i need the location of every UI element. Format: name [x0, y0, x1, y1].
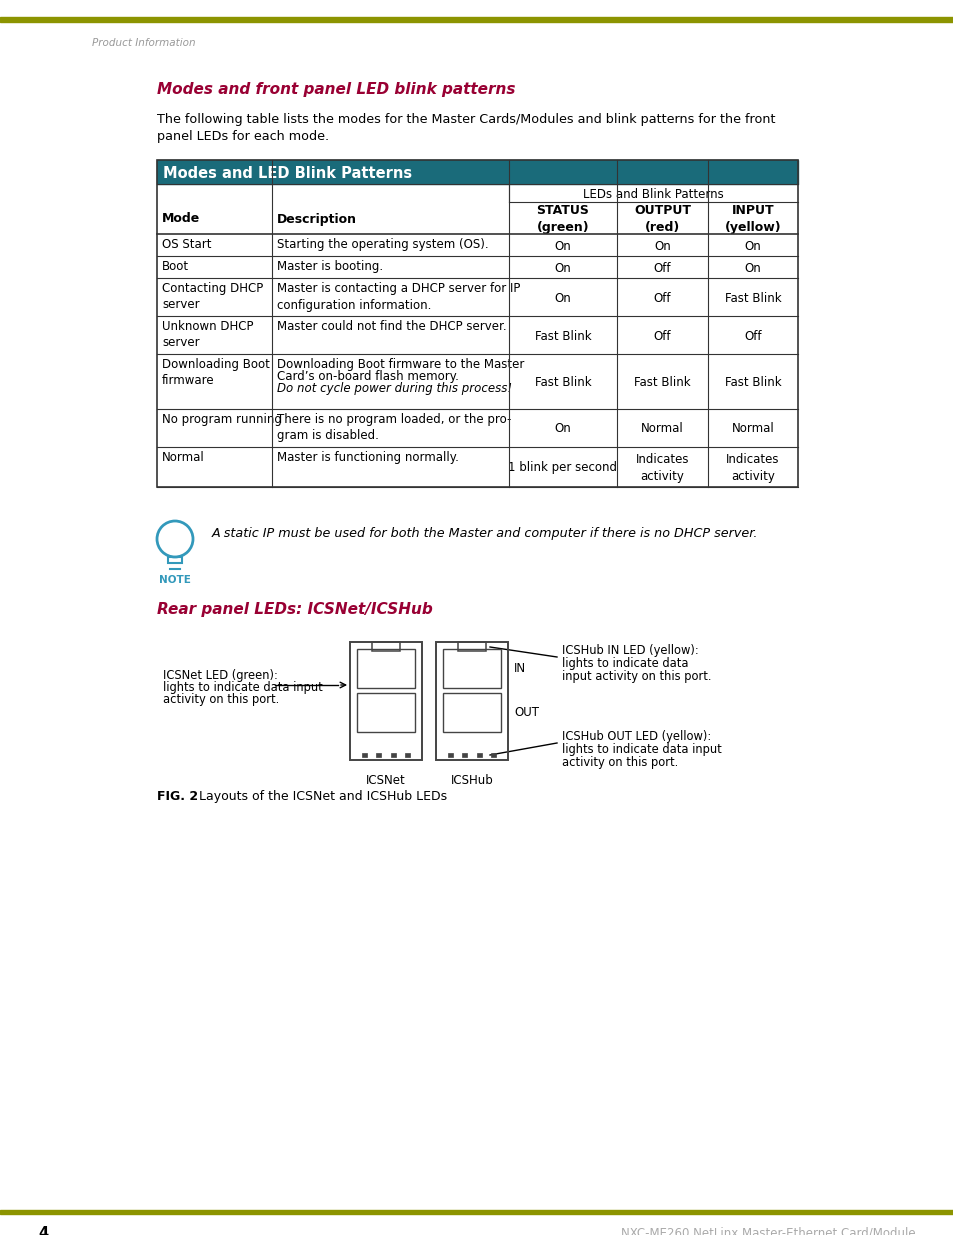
- Text: lights to indicate data input: lights to indicate data input: [561, 743, 721, 756]
- Text: On: On: [554, 262, 571, 274]
- Bar: [491, 753, 496, 757]
- Text: Fast Blink: Fast Blink: [534, 330, 591, 342]
- Bar: [157, 161, 797, 184]
- Bar: [391, 753, 395, 757]
- Text: Downloading Boot
firmware: Downloading Boot firmware: [162, 358, 270, 388]
- Text: IN: IN: [514, 662, 525, 676]
- Text: Master is contacting a DHCP server for IP
configuration information.: Master is contacting a DHCP server for I…: [276, 282, 519, 311]
- Text: ICSHub IN LED (yellow):: ICSHub IN LED (yellow):: [561, 643, 698, 657]
- Text: 1 blink per second: 1 blink per second: [508, 462, 617, 474]
- Text: INPUT
(yellow): INPUT (yellow): [724, 205, 781, 233]
- Text: Downloading Boot firmware to the Master: Downloading Boot firmware to the Master: [276, 358, 524, 370]
- Text: STATUS
(green): STATUS (green): [536, 205, 589, 233]
- Bar: [350, 642, 421, 760]
- Bar: [372, 642, 399, 651]
- Text: Rear panel LEDs: ICSNet/ICSHub: Rear panel LEDs: ICSNet/ICSHub: [157, 601, 433, 618]
- Text: Normal: Normal: [640, 422, 683, 436]
- Text: Master could not find the DHCP server.: Master could not find the DHCP server.: [276, 320, 506, 333]
- Text: Boot: Boot: [162, 261, 189, 273]
- Bar: [462, 753, 467, 757]
- Bar: [442, 650, 500, 688]
- Text: On: On: [554, 422, 571, 436]
- Text: Card’s on-board flash memory.: Card’s on-board flash memory.: [276, 370, 458, 383]
- Text: lights to indicate data input: lights to indicate data input: [163, 680, 322, 694]
- Text: There is no program loaded, or the pro-
gram is disabled.: There is no program loaded, or the pro- …: [276, 412, 511, 442]
- Bar: [375, 753, 381, 757]
- Text: NOTE: NOTE: [159, 576, 191, 585]
- Text: Off: Off: [653, 291, 671, 305]
- Text: Modes and front panel LED blink patterns: Modes and front panel LED blink patterns: [157, 82, 515, 98]
- Bar: [168, 557, 182, 563]
- Text: Do not cycle power during this process!: Do not cycle power during this process!: [276, 382, 512, 395]
- Bar: [361, 753, 367, 757]
- Text: Unknown DHCP
server: Unknown DHCP server: [162, 320, 253, 350]
- Text: The following table lists the modes for the Master Cards/Modules and blink patte: The following table lists the modes for …: [157, 112, 775, 126]
- Bar: [442, 693, 500, 732]
- Bar: [457, 642, 485, 651]
- Text: OUTPUT
(red): OUTPUT (red): [634, 205, 690, 233]
- Bar: [157, 161, 797, 487]
- Bar: [356, 693, 415, 732]
- Text: Modes and LED Blink Patterns: Modes and LED Blink Patterns: [163, 165, 412, 180]
- Text: panel LEDs for each mode.: panel LEDs for each mode.: [157, 130, 329, 143]
- Text: Fast Blink: Fast Blink: [534, 375, 591, 389]
- Bar: [356, 650, 415, 688]
- Text: Indicates
activity: Indicates activity: [725, 453, 779, 483]
- Text: On: On: [554, 291, 571, 305]
- Text: Product Information: Product Information: [91, 38, 195, 48]
- Bar: [447, 753, 453, 757]
- Text: Indicates
activity: Indicates activity: [635, 453, 688, 483]
- Text: Mode: Mode: [162, 212, 200, 226]
- Text: lights to indicate data: lights to indicate data: [561, 657, 688, 671]
- Text: input activity on this port.: input activity on this port.: [561, 671, 711, 683]
- Text: Master is functioning normally.: Master is functioning normally.: [276, 451, 458, 464]
- Text: On: On: [554, 240, 571, 252]
- Text: Fast Blink: Fast Blink: [724, 375, 781, 389]
- Text: OUT: OUT: [514, 706, 538, 719]
- Text: ICSNet LED (green):: ICSNet LED (green):: [163, 669, 277, 682]
- Text: Description: Description: [276, 212, 356, 226]
- Text: NXC-ME260 NetLinx Master-Ethernet Card/Module: NXC-ME260 NetLinx Master-Ethernet Card/M…: [620, 1226, 915, 1235]
- Bar: [436, 642, 507, 760]
- Text: Normal: Normal: [162, 451, 205, 464]
- Text: Normal: Normal: [731, 422, 774, 436]
- Text: ICSHub: ICSHub: [450, 774, 493, 787]
- Text: Off: Off: [743, 330, 760, 342]
- Text: A static IP must be used for both the Master and computer if there is no DHCP se: A static IP must be used for both the Ma…: [212, 526, 758, 540]
- Text: ICSHub OUT LED (yellow):: ICSHub OUT LED (yellow):: [561, 730, 711, 743]
- Text: FIG. 2: FIG. 2: [157, 790, 198, 803]
- Text: Starting the operating system (OS).: Starting the operating system (OS).: [276, 238, 488, 251]
- Text: LEDs and Blink Patterns: LEDs and Blink Patterns: [582, 188, 723, 200]
- Text: activity on this port.: activity on this port.: [163, 693, 279, 706]
- Text: Layouts of the ICSNet and ICSHub LEDs: Layouts of the ICSNet and ICSHub LEDs: [191, 790, 447, 803]
- Text: 4: 4: [38, 1226, 48, 1235]
- Bar: [0, 1210, 953, 1214]
- Bar: [0, 17, 953, 22]
- Text: Off: Off: [653, 330, 671, 342]
- Text: Fast Blink: Fast Blink: [724, 291, 781, 305]
- Text: ICSNet: ICSNet: [366, 774, 405, 787]
- Text: On: On: [744, 240, 760, 252]
- Text: On: On: [654, 240, 670, 252]
- Bar: [405, 753, 410, 757]
- Text: No program running: No program running: [162, 412, 281, 426]
- Text: activity on this port.: activity on this port.: [561, 756, 678, 769]
- Bar: [476, 753, 481, 757]
- Text: Contacting DHCP
server: Contacting DHCP server: [162, 282, 263, 311]
- Text: On: On: [744, 262, 760, 274]
- Text: OS Start: OS Start: [162, 238, 212, 251]
- Text: Fast Blink: Fast Blink: [634, 375, 690, 389]
- Text: Master is booting.: Master is booting.: [276, 261, 383, 273]
- Text: Off: Off: [653, 262, 671, 274]
